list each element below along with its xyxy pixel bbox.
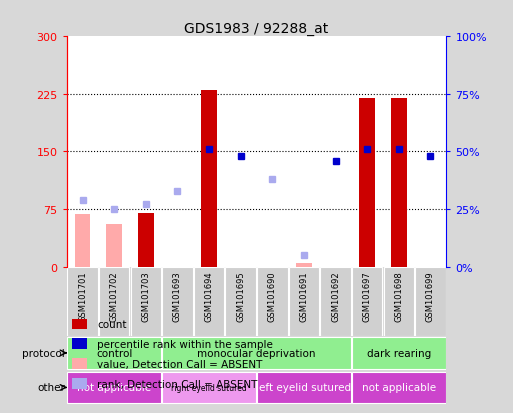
Bar [226,267,256,336]
Bar [162,372,256,404]
Bar [74,215,90,267]
Text: left eyelid sutured: left eyelid sutured [256,382,351,392]
Bar [391,98,407,267]
Text: GSM101695: GSM101695 [236,271,245,321]
Text: value, Detection Call = ABSENT: value, Detection Call = ABSENT [97,359,263,369]
Bar [67,267,97,336]
Text: count: count [97,319,127,329]
Text: GSM101694: GSM101694 [205,271,213,321]
Bar [106,225,122,267]
Text: GSM101693: GSM101693 [173,271,182,321]
Bar [257,372,351,404]
Bar [352,337,446,369]
Text: not applicable: not applicable [362,382,436,392]
Bar [201,91,217,267]
Bar [99,267,129,336]
Text: protocol: protocol [23,348,65,358]
Bar [162,337,351,369]
Text: GSM101697: GSM101697 [363,271,372,321]
Bar [138,213,154,267]
Bar [289,267,319,336]
Text: GSM101702: GSM101702 [110,271,119,321]
Bar [359,98,375,267]
Bar [194,267,224,336]
Bar [352,372,446,404]
Text: GSM101698: GSM101698 [394,271,403,321]
Bar [162,267,192,336]
Text: GSM101701: GSM101701 [78,271,87,321]
Bar [321,267,351,336]
Title: GDS1983 / 92288_at: GDS1983 / 92288_at [184,22,329,36]
Text: rank, Detection Call = ABSENT: rank, Detection Call = ABSENT [97,379,258,389]
Text: GSM101692: GSM101692 [331,271,340,321]
Text: GSM101690: GSM101690 [268,271,277,321]
Bar [296,263,312,267]
Text: monocular deprivation: monocular deprivation [198,348,315,358]
Text: dark rearing: dark rearing [367,348,431,358]
Text: other: other [37,382,65,392]
Bar [416,267,446,336]
Bar [131,267,161,336]
Bar [384,267,414,336]
Bar [67,337,161,369]
Text: right eyelid sutured: right eyelid sutured [171,383,247,392]
Text: GSM101703: GSM101703 [141,271,150,321]
Text: control: control [96,348,132,358]
Text: not applicable: not applicable [77,382,151,392]
Text: GSM101699: GSM101699 [426,271,435,321]
Bar [67,372,161,404]
Bar [352,267,382,336]
Bar [257,267,287,336]
Text: GSM101691: GSM101691 [300,271,308,321]
Text: percentile rank within the sample: percentile rank within the sample [97,339,273,349]
